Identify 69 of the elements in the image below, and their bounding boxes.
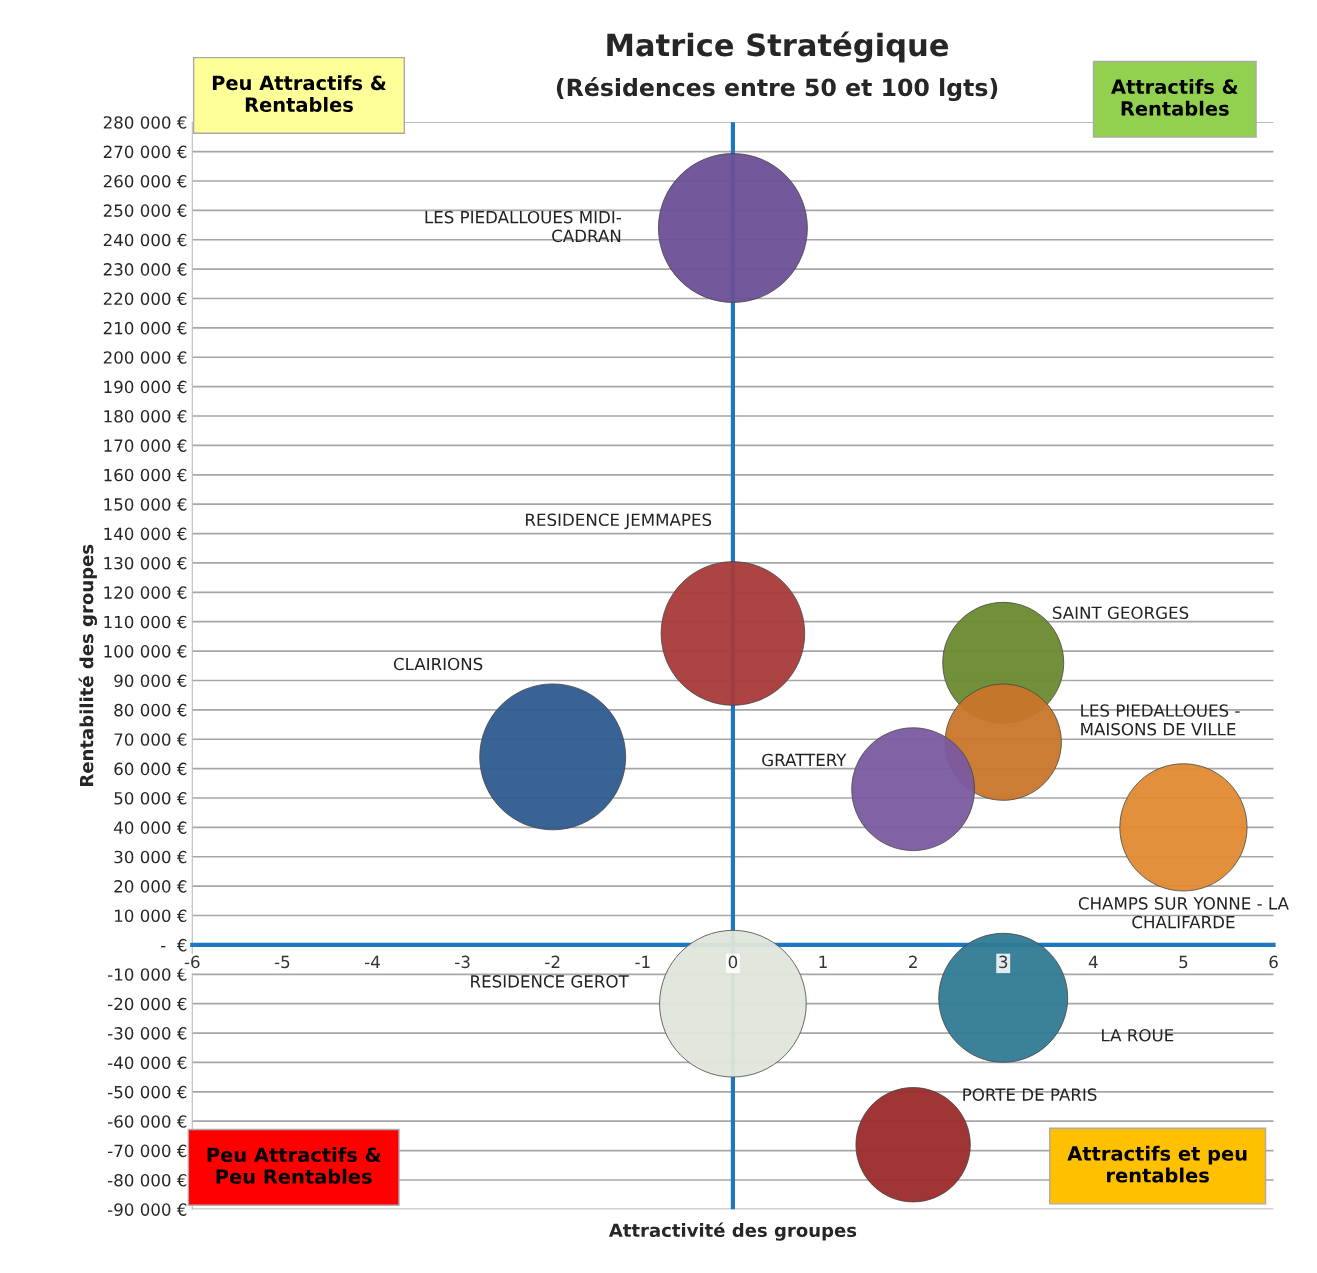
y-tick-label: 30 000 € <box>114 850 187 864</box>
y-tick-label: -70 000 € <box>108 1144 187 1158</box>
y-tick-label: 150 000 € <box>104 498 187 511</box>
y-tick-label: 80 000 € <box>114 703 187 717</box>
x-tick-label: 3 <box>999 955 1008 969</box>
y-tick-label: 280 000 € <box>103 116 187 129</box>
text: Peu Attractifs & Rentables <box>212 75 386 112</box>
x-axis-title: Attractivité des groupes <box>608 1222 857 1241</box>
x-tick-label: 1 <box>819 955 827 968</box>
y-axis-title: Rentabilité des groupes <box>78 544 98 786</box>
y-tick-label: 90 000 € <box>114 674 187 688</box>
annotation: Attractifs et peu rentables <box>1067 1145 1247 1183</box>
y-tick-label: -60 000 € <box>108 1115 187 1128</box>
x-tick-label: 4 <box>1088 955 1098 968</box>
chart-title: Matrice Stratégique <box>607 31 949 63</box>
y-tick-label: 230 000 € <box>103 263 187 276</box>
y-tick-label: -40 000 € <box>108 1056 187 1070</box>
x-tick-label: -1 <box>635 955 650 968</box>
series-label: PORTE DE PARIS <box>963 1088 1097 1101</box>
y-tick-label: 10 000 € <box>115 909 187 923</box>
y-tick-label: 210 000 € <box>103 321 187 335</box>
text: RESIDENCE JEMMAPES <box>526 513 712 530</box>
series-label: LES PIEDALLOUES - MAISONS DE VILLE <box>1081 704 1240 736</box>
y-tick-label: 220 000 € <box>103 292 187 306</box>
x-tick-label: 2 <box>909 955 917 968</box>
y-tick-label: 250 000 € <box>103 204 187 217</box>
y-tick-label: 120 000 € <box>104 586 187 599</box>
chart-subtitle: (Résidences entre 50 et 100 lgts) <box>556 77 998 102</box>
y-tick-label: 130 000 € <box>104 556 187 570</box>
annotation: Peu Attractifs & Peu Rentables <box>207 1147 381 1184</box>
y-tick-label: -10 000 € <box>108 968 187 981</box>
text: LA ROUE <box>1102 1028 1174 1042</box>
y-tick-label: -50 000 € <box>108 1085 187 1099</box>
x-tick-label: -6 <box>184 955 200 969</box>
y-tick-label: -80 000 € <box>108 1173 187 1187</box>
y-tick-label: 190 000 € <box>104 380 187 394</box>
text: LES PIEDALLOUES MIDI- CADRAN <box>425 210 621 243</box>
y-tick-label: 110 000 € <box>104 615 187 629</box>
y-tick-label: 20 000 € <box>114 880 187 893</box>
y-tick-label: 270 000 € <box>103 145 187 159</box>
x-tick-label: -4 <box>365 955 380 968</box>
x-tick-label: 6 <box>1269 955 1278 969</box>
y-tick-label: - € <box>161 938 187 952</box>
y-tick-label: 40 000 € <box>114 821 187 834</box>
y-tick-label: 240 000 € <box>103 233 187 247</box>
y-tick-label: 170 000 € <box>104 439 187 452</box>
y-tick-label: -30 000 € <box>108 1027 187 1040</box>
y-tick-label: 260 000 € <box>103 174 187 188</box>
y-tick-label: 200 000 € <box>103 351 187 364</box>
series-label: RESIDENCE GEROT <box>471 975 629 988</box>
y-tick-label: 70 000 € <box>114 733 187 746</box>
series-label: SAINT GEORGES <box>1052 606 1189 620</box>
y-tick-label: -90 000 € <box>108 1203 187 1216</box>
y-tick-label: 60 000 € <box>114 762 187 776</box>
series-label: GRATTERY <box>762 753 847 767</box>
y-tick-label: 50 000 € <box>114 791 187 805</box>
x-tick-label: -5 <box>274 955 290 969</box>
x-tick-label: 5 <box>1179 955 1188 969</box>
text: CLAIRIONS <box>393 657 483 671</box>
x-tick-label: -2 <box>545 955 560 968</box>
y-tick-label: 180 000 € <box>104 409 187 423</box>
y-tick-label: -20 000 € <box>108 997 187 1011</box>
y-tick-label: 160 000 € <box>104 468 187 482</box>
x-tick-label: 0 <box>728 955 738 969</box>
text: Attractifs & Rentables <box>1111 79 1238 116</box>
y-tick-label: 100 000 € <box>104 645 187 658</box>
x-tick-label: -3 <box>455 955 470 969</box>
y-tick-label: 140 000 € <box>104 527 187 541</box>
series-label: CHAMPS SUR YONNE - LA CHALIFARDE <box>1078 897 1289 929</box>
